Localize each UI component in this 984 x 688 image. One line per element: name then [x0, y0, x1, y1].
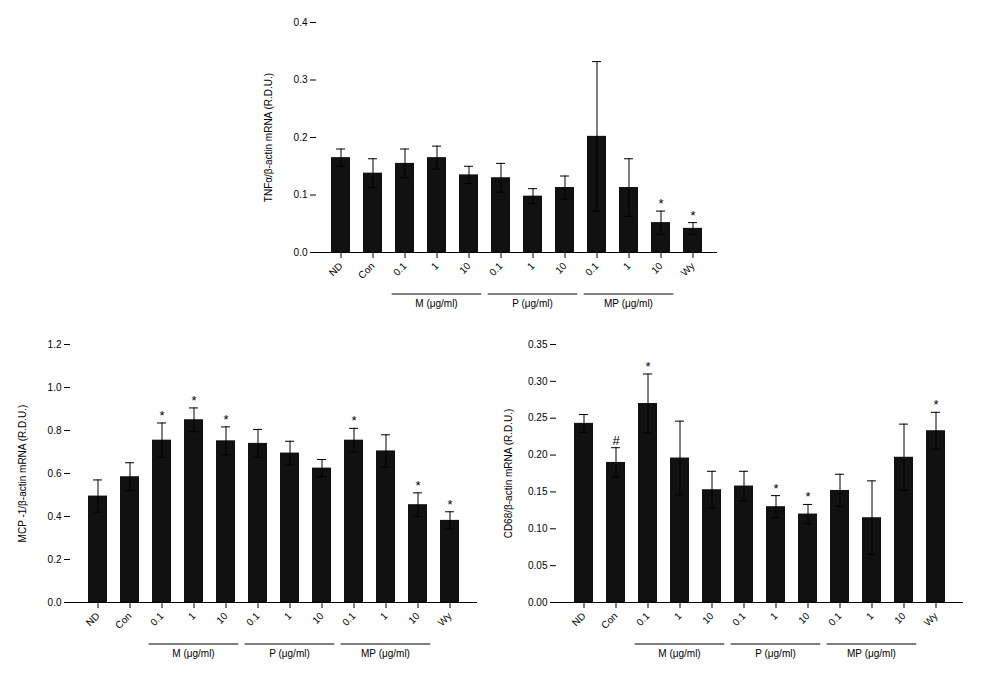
svg-text:ND: ND [327, 260, 345, 278]
svg-text:0.1: 0.1 [583, 260, 601, 278]
svg-text:ND: ND [84, 610, 102, 628]
svg-text:0.8: 0.8 [48, 425, 62, 436]
svg-text:M (μg/ml): M (μg/ml) [172, 648, 214, 659]
svg-text:*: * [658, 196, 663, 211]
svg-text:*: * [159, 408, 164, 423]
svg-text:MCP -1/β-actin mRNA (R.D.U.): MCP -1/β-actin mRNA (R.D.U.) [17, 405, 28, 543]
svg-text:10: 10 [649, 260, 665, 276]
svg-text:*: * [351, 413, 356, 428]
svg-text:10: 10 [214, 610, 230, 626]
svg-text:0.1: 0.1 [730, 610, 748, 628]
svg-text:10: 10 [796, 610, 812, 626]
svg-text:*: * [933, 397, 938, 412]
svg-text:0.25: 0.25 [528, 412, 548, 423]
svg-text:10: 10 [700, 610, 716, 626]
svg-text:1: 1 [621, 260, 633, 272]
svg-text:*: * [447, 497, 452, 512]
svg-text:TNFα/β-actin mRNA (R.D.U.): TNFα/β-actin mRNA (R.D.U.) [263, 73, 274, 202]
svg-text:P (μg/ml): P (μg/ml) [755, 648, 796, 659]
svg-text:MP (μg/ml): MP (μg/ml) [847, 648, 896, 659]
svg-text:0.05: 0.05 [528, 560, 548, 571]
svg-text:0.3: 0.3 [294, 74, 308, 85]
svg-text:0.4: 0.4 [48, 511, 62, 522]
svg-text:*: * [415, 478, 420, 493]
svg-text:0.1: 0.1 [826, 610, 844, 628]
svg-text:0.1: 0.1 [634, 610, 652, 628]
svg-text:P (μg/ml): P (μg/ml) [269, 648, 310, 659]
svg-text:1: 1 [429, 260, 441, 272]
svg-text:1: 1 [186, 610, 198, 622]
svg-text:10: 10 [310, 610, 326, 626]
svg-text:0.4: 0.4 [294, 17, 308, 28]
svg-text:Con: Con [113, 610, 134, 631]
svg-text:Con: Con [356, 260, 377, 281]
svg-text:*: * [773, 481, 778, 496]
svg-text:10: 10 [553, 260, 569, 276]
svg-text:Wy: Wy [679, 260, 697, 278]
svg-text:0.1: 0.1 [487, 260, 505, 278]
svg-text:1: 1 [525, 260, 537, 272]
svg-text:ND: ND [570, 610, 588, 628]
svg-text:0.10: 0.10 [528, 523, 548, 534]
svg-text:1: 1 [768, 610, 780, 622]
svg-text:1: 1 [378, 610, 390, 622]
svg-text:Wy: Wy [436, 610, 454, 628]
svg-text:Con: Con [599, 610, 620, 631]
svg-text:1.2: 1.2 [48, 339, 62, 350]
svg-text:*: * [223, 412, 228, 427]
svg-text:M (μg/ml): M (μg/ml) [658, 648, 700, 659]
svg-text:0.2: 0.2 [294, 132, 308, 143]
svg-text:0.1: 0.1 [340, 610, 358, 628]
svg-text:1: 1 [864, 610, 876, 622]
svg-text:1: 1 [282, 610, 294, 622]
svg-text:MP (μg/ml): MP (μg/ml) [361, 648, 410, 659]
svg-text:0.2: 0.2 [48, 554, 62, 565]
svg-text:0.1: 0.1 [148, 610, 166, 628]
svg-text:10: 10 [457, 260, 473, 276]
svg-text:*: * [805, 489, 810, 504]
svg-text:*: * [645, 359, 650, 374]
svg-text:Wy: Wy [922, 610, 940, 628]
svg-text:0.1: 0.1 [391, 260, 409, 278]
svg-text:0.6: 0.6 [48, 468, 62, 479]
svg-text:0.15: 0.15 [528, 486, 548, 497]
svg-text:0.0: 0.0 [48, 597, 62, 608]
svg-text:M (μg/ml): M (μg/ml) [415, 298, 457, 309]
svg-text:10: 10 [892, 610, 908, 626]
svg-text:0.1: 0.1 [244, 610, 262, 628]
svg-text:MP (μg/ml): MP (μg/ml) [604, 298, 653, 309]
svg-text:*: * [690, 208, 695, 223]
svg-text:1.0: 1.0 [48, 382, 62, 393]
svg-text:0.00: 0.00 [528, 597, 548, 608]
svg-text:*: * [191, 393, 196, 408]
svg-text:0.30: 0.30 [528, 376, 548, 387]
svg-text:10: 10 [406, 610, 422, 626]
svg-text:CD68/β-actin mRNA (R.D.U.): CD68/β-actin mRNA (R.D.U.) [503, 409, 514, 539]
svg-text:0.0: 0.0 [294, 247, 308, 258]
svg-text:#: # [612, 433, 620, 448]
svg-text:1: 1 [672, 610, 684, 622]
svg-text:P (μg/ml): P (μg/ml) [512, 298, 553, 309]
svg-text:0.1: 0.1 [294, 189, 308, 200]
svg-text:0.35: 0.35 [528, 339, 548, 350]
svg-text:0.20: 0.20 [528, 449, 548, 460]
